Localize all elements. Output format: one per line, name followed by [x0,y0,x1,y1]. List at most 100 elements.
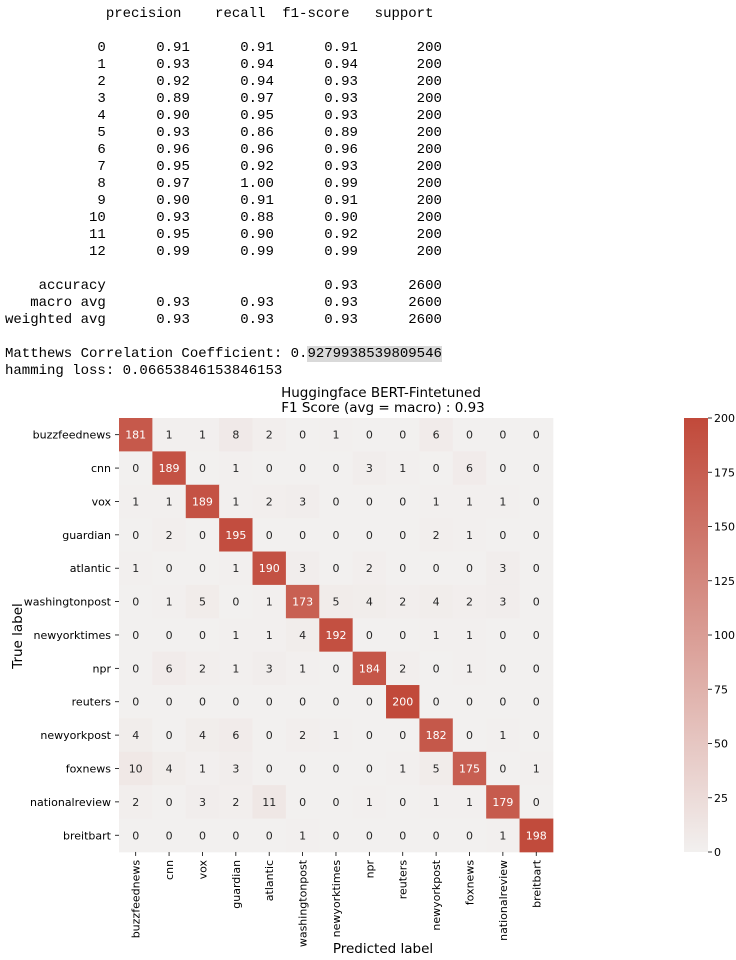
cell-value: 2 [199,662,206,675]
cell-value: 2 [299,729,306,742]
cell-value: 10 [129,762,143,775]
cell-value: 0 [266,729,273,742]
heatmap-cell [352,718,387,753]
heatmap-cell [519,718,554,753]
colorbar-tick-label: 200 [714,412,735,425]
row-label: 10 [5,210,106,226]
heatmap-cell [452,451,487,486]
cell-value: 2 [466,596,473,609]
heatmap-cell [185,584,220,619]
heatmap-cell [285,651,320,686]
cell-value: 0 [433,562,440,575]
x-tick-label: reuters [397,860,410,900]
x-tick-label: guardian [230,860,243,909]
heatmap-cell [152,751,187,786]
cell-value: 0 [199,696,206,709]
heatmap-cell [285,484,320,519]
heatmap-cell [386,751,420,786]
row-support: 200 [357,91,442,107]
cell-value: 0 [533,462,540,475]
colorbar-tick-label: 150 [714,521,735,534]
row-label: 6 [5,142,106,158]
cell-value: 0 [132,662,139,675]
cell-value: 0 [533,562,540,575]
cell-value: 1 [433,796,440,809]
heatmap-cell [452,418,487,452]
cell-value: 1 [433,495,440,508]
heatmap-cell [352,751,387,786]
cell-value: 3 [232,762,239,775]
cell-value: 0 [266,829,273,842]
heatmap-cell [252,685,287,719]
heatmap-cell [252,718,287,753]
heatmap-cell [419,451,454,486]
report-row: 0 0.91 0.91 0.91 200 [5,40,441,56]
cell-value: 1 [466,629,473,642]
classification-report: precision recall f1-score support 0 0.91… [5,6,442,329]
heatmap-cell [386,818,420,853]
y-tick-label: washingtonpost [24,596,112,609]
heatmap-cell [519,651,554,686]
heatmap-cell [452,484,487,519]
cell-value: 0 [399,829,406,842]
heatmap-cell [219,785,253,819]
heatmap-cell [285,518,320,552]
row-f1: 0.93 [273,159,358,175]
heatmap-cell [152,518,187,552]
heatmap-cell [486,618,520,653]
heatmap-cell [519,451,554,486]
cell-value: 0 [132,829,139,842]
cell-value: 0 [499,762,506,775]
heatmap-cell [386,618,420,653]
heatmap-cell [319,551,354,586]
heatmap-cell [252,751,287,786]
cell-value: 0 [366,629,373,642]
heatmap-cell [386,418,420,452]
heatmap-cell [419,618,454,653]
heatmap-cell [519,551,554,586]
row-support: 200 [357,244,442,260]
cell-value: 2 [166,529,173,542]
cell-value: 0 [166,796,173,809]
colorbar-tick-label: 175 [714,466,735,479]
cell-value: 5 [199,596,206,609]
heatmap-cell [152,718,187,753]
heatmap-cell [452,785,487,819]
heatmap-cell [319,751,354,786]
heatmap-cell [219,651,253,686]
cell-value: 0 [499,429,506,442]
cell-value: 1 [266,596,273,609]
cell-value: 0 [366,429,373,442]
heatmap-cell [452,718,487,753]
header-support: support [349,6,434,22]
cell-value: 3 [366,462,373,475]
heatmap-cell [486,551,520,586]
cell-value: 1 [332,729,339,742]
heatmap-cell [219,751,253,786]
cell-value: 0 [132,696,139,709]
heatmap-cell [486,785,520,819]
row-f1: 0.91 [273,193,358,209]
row-support: 200 [357,176,442,192]
report-row: 11 0.95 0.90 0.92 200 [5,227,442,243]
row-recall: 0.96 [189,142,274,158]
cell-value: 0 [332,796,339,809]
x-tick-label: foxnews [463,860,476,906]
row-recall: 0.90 [189,227,274,243]
cell-value: 0 [132,596,139,609]
row-f1: 0.93 [273,312,358,328]
row-precision [106,278,190,294]
heatmap-cell [452,584,487,619]
heatmap-cell [252,551,287,586]
heatmap-cell [319,685,354,719]
row-recall: 0.93 [189,295,274,311]
mcc-label: Matthews Correlation Coefficient: 0. [5,346,308,362]
cell-value: 3 [499,596,506,609]
heatmap-cell [185,451,220,486]
heatmap-cell [319,718,354,753]
cell-value: 4 [166,762,173,775]
chart-subtitle: F1 Score (avg = macro) : 0.93 [281,400,485,416]
report-row: accuracy 0.93 2600 [5,278,442,294]
heatmap-cell [386,451,420,486]
heatmap-cell [419,418,454,452]
